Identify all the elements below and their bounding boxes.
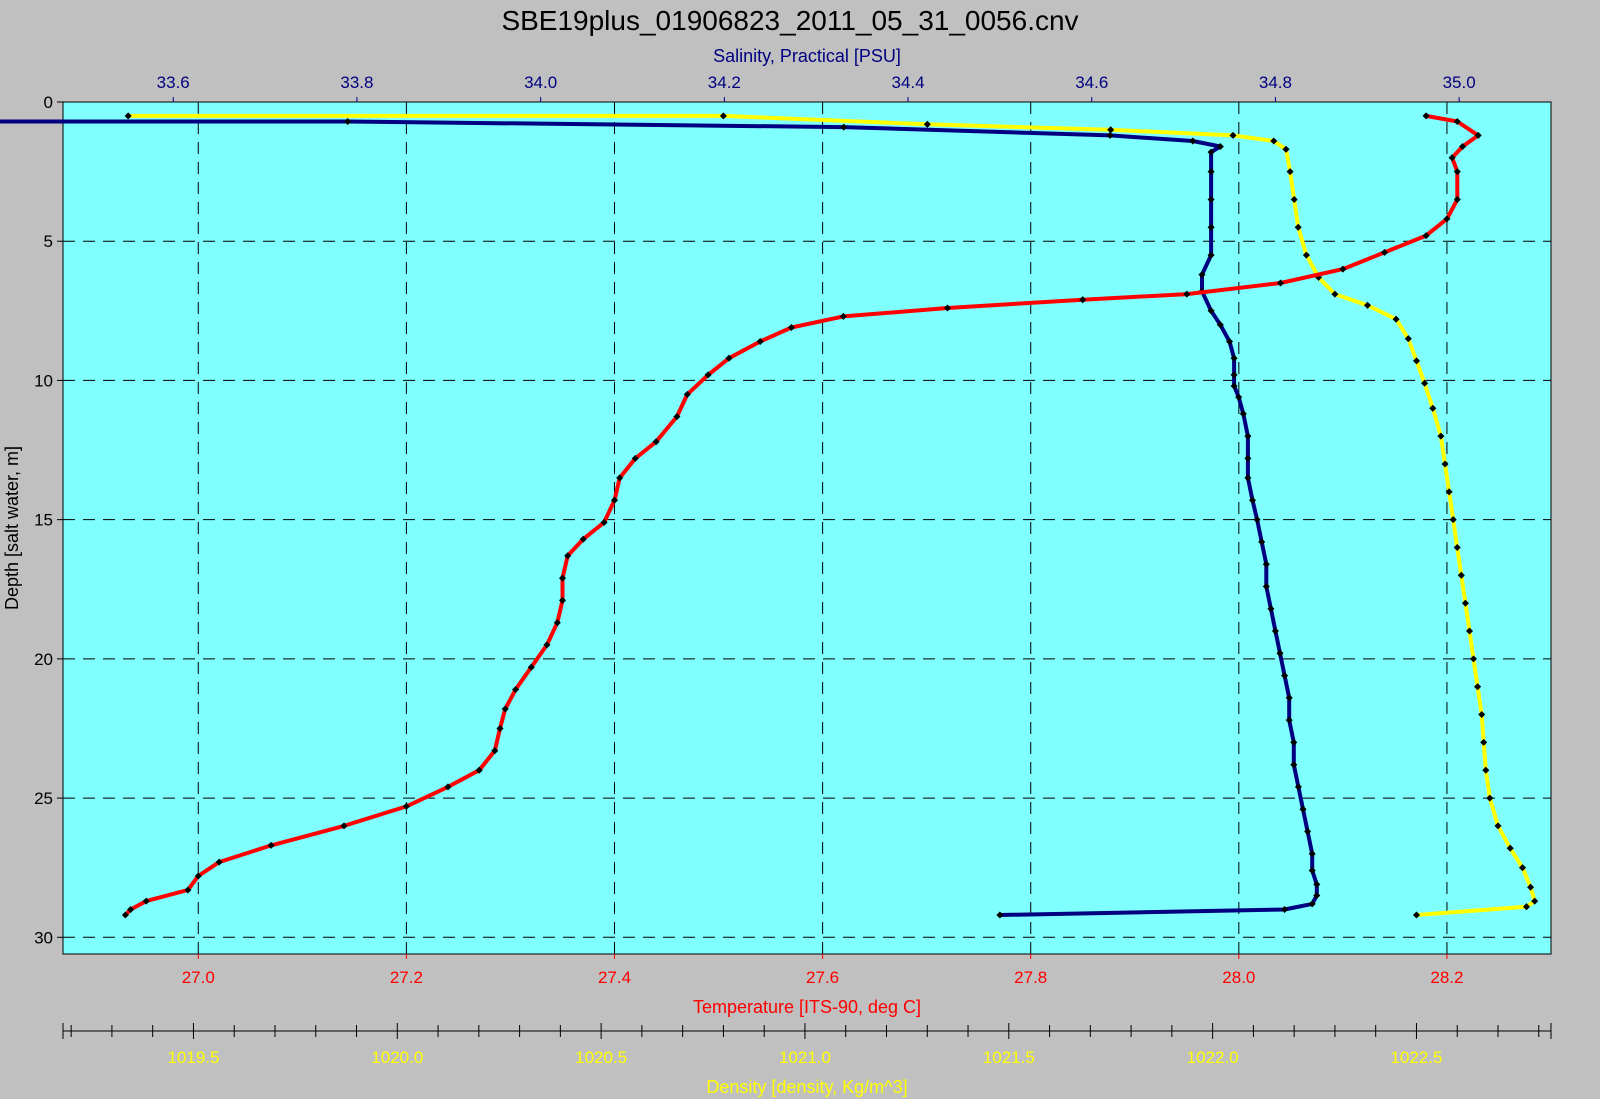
density-axis: 1019.5 1020.0 1020.5 1021.0 1021.5 1022.0 1022… <box>62 1023 1552 1067</box>
temperature-point <box>491 747 499 755</box>
depth-tick-label: 10 <box>34 371 53 390</box>
temperature-point <box>579 535 587 543</box>
temperature-point <box>610 496 619 504</box>
density-tick-label: 1021.5 <box>983 1048 1035 1067</box>
temperature-point <box>839 312 847 320</box>
temperature-point <box>340 822 348 830</box>
temperature-tick-label: 28.2 <box>1430 968 1463 987</box>
temperature-point <box>756 337 764 346</box>
temperature-point <box>142 897 150 905</box>
depth-axis-title: Depth [salt water, m] <box>2 446 22 610</box>
depth-tick-label: 5 <box>44 232 53 251</box>
depth-tick-label: 30 <box>34 928 53 947</box>
salinity-point <box>840 123 848 131</box>
salinity-tick-label: 33.6 <box>157 73 190 92</box>
salinity-tick-label: 34.8 <box>1259 73 1292 92</box>
salinity-axis: 33.6 33.8 34.0 34.2 34.4 34.6 34.8 35.0 <box>157 73 1476 102</box>
salinity-point <box>996 911 1004 919</box>
temperature-tick-label: 28.0 <box>1222 968 1255 987</box>
temperature-tick-label: 27.4 <box>598 968 631 987</box>
temperature-point <box>600 518 608 526</box>
temperature-point <box>725 354 733 362</box>
temperature-point <box>184 886 192 894</box>
temperature-point <box>444 783 452 791</box>
temperature-point <box>121 911 129 919</box>
temperature-point <box>704 371 712 379</box>
density-line <box>126 113 1537 917</box>
series-layer <box>0 112 1539 919</box>
temperature-point <box>631 454 639 462</box>
density-tick-label: 1022.0 <box>1187 1048 1239 1067</box>
density-tick-label: 1022.5 <box>1390 1048 1442 1067</box>
temperature-point <box>558 596 567 604</box>
temperature-point <box>553 619 561 627</box>
temperature-point <box>527 663 535 671</box>
temperature-point <box>787 323 795 332</box>
temperature-point <box>673 413 681 421</box>
salinity-axis-title: Salinity, Practical [PSU] <box>713 46 901 66</box>
salinity-tick-label: 35.0 <box>1443 73 1476 92</box>
temperature-point <box>512 685 520 694</box>
plot-area <box>62 101 1552 955</box>
temperature-point <box>558 574 567 582</box>
density-tick-label: 1020.5 <box>575 1048 627 1067</box>
density-point <box>923 120 931 128</box>
temperature-axis: 27.0 27.2 27.4 27.6 27.8 28.0 28.2 <box>182 954 1463 987</box>
temperature-point <box>215 858 223 866</box>
depth-axis: 0 5 10 15 20 25 30 <box>34 93 63 947</box>
temperature-point <box>194 872 202 880</box>
density-point <box>124 112 132 120</box>
chart-title: SBE19plus_01906823_2011_05_31_0056.cnv <box>501 5 1078 36</box>
temperature-point <box>616 474 624 482</box>
depth-tick-label: 15 <box>34 511 53 530</box>
temperature-point <box>564 552 572 560</box>
depth-tick-label: 25 <box>34 789 53 808</box>
depth-tick-label: 20 <box>34 650 53 669</box>
grid-lines <box>63 101 1551 954</box>
temperature-point <box>652 438 660 446</box>
temperature-point <box>267 841 275 849</box>
temperature-axis-title: Temperature [ITS-90, deg C] <box>693 997 921 1017</box>
temperature-point <box>501 705 509 713</box>
temperature-point <box>475 766 483 774</box>
temperature-tick-label: 27.6 <box>806 968 839 987</box>
temperature-point <box>543 641 551 649</box>
temperature-point <box>496 724 504 733</box>
temperature-tick-label: 27.0 <box>182 968 215 987</box>
salinity-point <box>344 117 352 126</box>
temperature-point <box>683 390 691 398</box>
density-tick-label: 1019.5 <box>167 1048 219 1067</box>
salinity-tick-label: 34.0 <box>524 73 557 92</box>
density-tick-label: 1020.0 <box>371 1048 423 1067</box>
temperature-point <box>402 802 410 810</box>
temperature-point <box>127 905 135 914</box>
salinity-tick-label: 34.4 <box>891 73 924 92</box>
temperature-point <box>943 304 952 312</box>
density-axis-title: Density [density, Kg/m^3] <box>706 1077 907 1097</box>
salinity-tick-label: 34.2 <box>708 73 741 92</box>
depth-tick-label: 0 <box>44 93 53 112</box>
density-point <box>719 112 727 120</box>
salinity-tick-label: 34.6 <box>1075 73 1108 92</box>
salinity-tick-label: 33.8 <box>340 73 373 92</box>
temperature-tick-label: 27.8 <box>1014 968 1047 987</box>
density-tick-label: 1021.0 <box>779 1048 831 1067</box>
temperature-series <box>121 112 1482 919</box>
temperature-tick-label: 27.2 <box>390 968 423 987</box>
